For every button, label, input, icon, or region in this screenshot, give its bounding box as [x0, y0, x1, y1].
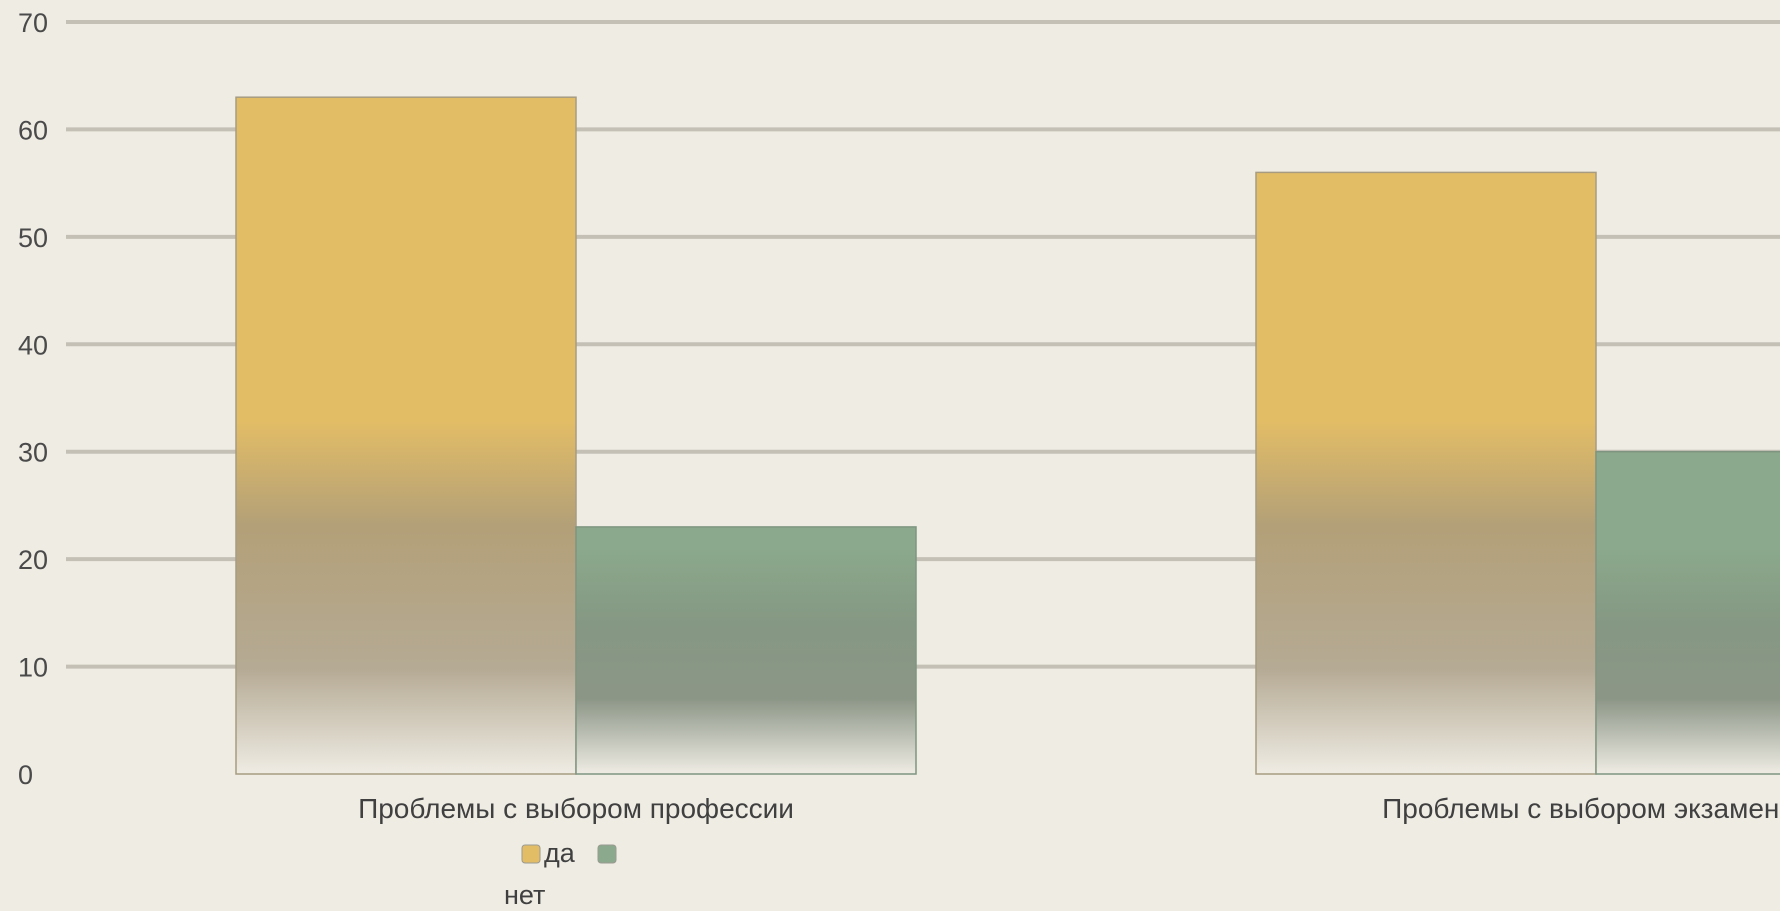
y-axis-tick-labels: 0 10 20 30 40 50 60 70	[18, 8, 48, 790]
y-tick-label: 0	[18, 760, 33, 790]
legend: да нет	[504, 838, 617, 910]
y-tick-label: 60	[18, 115, 48, 145]
category-labels: Проблемы с выбором профессии Проблемы с в…	[358, 793, 1780, 824]
bar-net-0	[575, 526, 917, 775]
legend-label-da: да	[544, 838, 576, 868]
legend-label-net: нет	[504, 880, 545, 906]
y-tick-label: 40	[18, 330, 48, 360]
legend-swatch-net	[597, 844, 617, 864]
y-tick-label: 70	[18, 8, 48, 38]
y-tick-label: 20	[18, 545, 48, 575]
y-tick-label: 10	[18, 653, 48, 683]
bar-da-0	[235, 96, 577, 775]
y-tick-label: 30	[18, 438, 48, 468]
x-tick-label: Проблемы с выбором экзаменов	[1382, 793, 1780, 824]
legend-swatch-da	[521, 844, 541, 864]
y-tick-label: 50	[18, 223, 48, 253]
bar-net-1	[1595, 450, 1780, 775]
bar-da-1	[1255, 171, 1597, 775]
bars	[235, 96, 1780, 775]
x-tick-label: Проблемы с выбором профессии	[358, 793, 794, 824]
